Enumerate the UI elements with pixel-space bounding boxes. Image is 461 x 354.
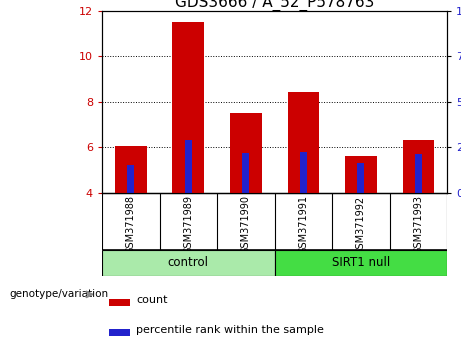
Bar bbox=[127, 165, 134, 193]
Bar bbox=[415, 154, 422, 193]
Bar bbox=[288, 92, 319, 193]
Bar bbox=[357, 163, 364, 193]
Bar bbox=[115, 146, 147, 193]
Bar bbox=[172, 22, 204, 193]
Title: GDS3666 / A_52_P578763: GDS3666 / A_52_P578763 bbox=[175, 0, 374, 11]
Bar bbox=[242, 153, 249, 193]
FancyBboxPatch shape bbox=[275, 250, 447, 276]
Bar bbox=[185, 140, 192, 193]
Text: GSM371989: GSM371989 bbox=[183, 195, 193, 255]
Bar bbox=[109, 329, 130, 336]
Text: GSM371990: GSM371990 bbox=[241, 195, 251, 255]
Text: count: count bbox=[136, 295, 168, 306]
Bar bbox=[300, 152, 307, 193]
Text: GSM371993: GSM371993 bbox=[414, 195, 423, 255]
FancyBboxPatch shape bbox=[102, 250, 275, 276]
Text: percentile rank within the sample: percentile rank within the sample bbox=[136, 325, 325, 335]
Text: GSM371988: GSM371988 bbox=[126, 195, 136, 255]
Text: GSM371992: GSM371992 bbox=[356, 195, 366, 255]
Text: control: control bbox=[168, 256, 209, 269]
Text: GSM371991: GSM371991 bbox=[298, 195, 308, 255]
Bar bbox=[402, 140, 434, 193]
Bar bbox=[345, 156, 377, 193]
Bar bbox=[109, 299, 130, 306]
Text: SIRT1 null: SIRT1 null bbox=[332, 256, 390, 269]
Text: genotype/variation: genotype/variation bbox=[10, 289, 109, 299]
Bar bbox=[230, 113, 262, 193]
